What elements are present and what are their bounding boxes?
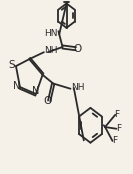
Text: F: F [115,110,120,119]
Text: NH: NH [45,46,58,55]
Text: O: O [73,44,82,54]
Text: N: N [32,86,40,96]
Text: F: F [112,136,117,145]
Text: NH: NH [71,82,85,92]
Text: N: N [13,81,20,91]
Text: F: F [116,124,121,133]
Text: HN: HN [44,29,58,38]
Text: O: O [43,96,52,106]
Text: S: S [9,60,15,70]
